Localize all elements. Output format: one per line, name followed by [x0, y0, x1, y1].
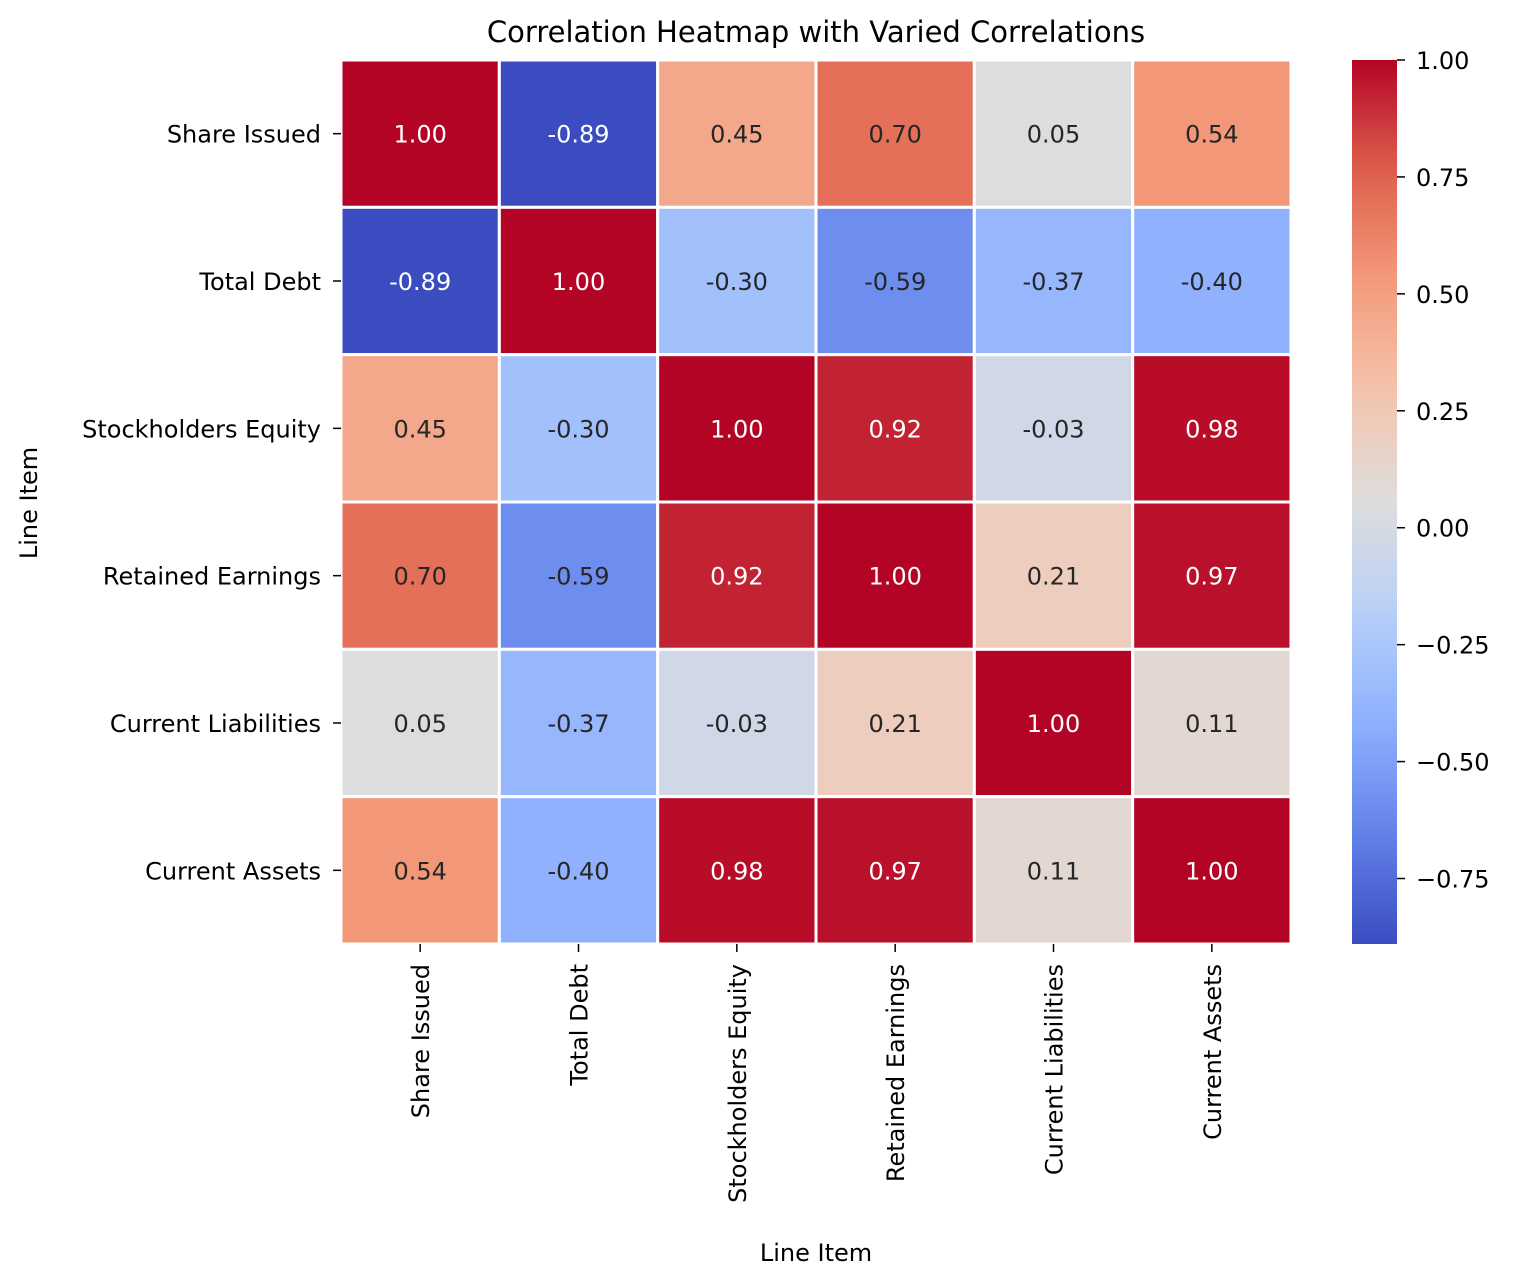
y-tick-label: Total Debt — [198, 268, 321, 296]
heatmap-cell — [814, 500, 976, 651]
cell-value-label: 1.00 — [552, 268, 605, 296]
cell-value-label: 0.97 — [868, 857, 921, 885]
y-tick-label: Current Liabilities — [110, 710, 321, 738]
cell-value-label: 0.11 — [1185, 710, 1238, 738]
cell-value-label: 0.92 — [868, 415, 921, 443]
chart-title: Correlation Heatmap with Varied Correlat… — [487, 15, 1145, 49]
cell-value-label: -0.03 — [1022, 415, 1084, 443]
cell-value-label: 1.00 — [1027, 710, 1080, 738]
x-tick-label: Current Liabilities — [1041, 964, 1069, 1175]
cell-value-label: -0.03 — [706, 710, 768, 738]
colorbar: 1.00 0.75 0.50 0.25 0.00 −0.25 −0.50 −0.75 — [1352, 47, 1490, 944]
heatmap-cell — [814, 647, 976, 799]
cell-value-label: -0.40 — [547, 857, 609, 885]
cell-value-label: 0.70 — [868, 121, 921, 149]
heatmap-cell — [1131, 500, 1293, 651]
y-tick-label: Share Issued — [167, 121, 321, 149]
y-axis: Share Issued Total Debt Stockholders Equit… — [82, 121, 341, 885]
y-tick-label: Stockholders Equity — [82, 415, 321, 443]
y-tick-label: Retained Earnings — [103, 563, 321, 591]
cell-value-label: 0.98 — [710, 857, 763, 885]
cell-value-label: -0.37 — [547, 710, 609, 738]
heatmap-cell — [972, 353, 1135, 504]
cell-value-label: 0.70 — [393, 563, 446, 591]
heatmap-cell — [497, 500, 660, 651]
heatmap-cell — [1131, 205, 1293, 357]
cell-value-label: 0.21 — [868, 710, 921, 738]
colorbar-tick-label: −0.50 — [1416, 749, 1490, 777]
cell-value-label: 0.45 — [710, 121, 763, 149]
heatmap-cell — [1131, 58, 1293, 209]
heatmap-cell — [814, 205, 976, 357]
heatmap-cell — [656, 647, 818, 799]
x-tick-label: Current Assets — [1199, 964, 1227, 1140]
heatmap-cell — [339, 795, 501, 946]
colorbar-gradient — [1352, 60, 1397, 944]
cell-value-label: 0.21 — [1027, 563, 1080, 591]
heatmap-cell — [497, 205, 660, 357]
colorbar-tick-label: 0.50 — [1416, 281, 1469, 309]
cell-value-label: -0.37 — [1022, 268, 1084, 296]
heatmap-cells: 1.00 -0.89 0.45 0.70 0.05 0.54 -0.89 1.00 -0.30 -… — [339, 58, 1293, 946]
x-tick-label: Retained Earnings — [882, 964, 910, 1182]
cell-value-label: -0.59 — [547, 563, 609, 591]
heatmap-cell — [1131, 647, 1293, 799]
cell-value-label: -0.59 — [864, 268, 926, 296]
cell-value-label: 0.92 — [710, 563, 763, 591]
y-axis-label: Line Item — [15, 447, 43, 559]
colorbar-tick-label: 1.00 — [1416, 47, 1469, 75]
cell-value-label: -0.89 — [389, 268, 451, 296]
cell-value-label: 1.00 — [710, 415, 763, 443]
x-tick-label: Share Issued — [407, 964, 435, 1118]
heatmap-cell — [814, 353, 976, 504]
heatmap-cell — [497, 58, 660, 209]
cell-value-label: 0.54 — [1185, 121, 1238, 149]
cell-value-label: 0.98 — [1185, 415, 1238, 443]
cell-value-label: 1.00 — [393, 121, 446, 149]
colorbar-tick-label: 0.75 — [1416, 164, 1469, 192]
colorbar-tick-label: 0.00 — [1416, 515, 1469, 543]
colorbar-tick-label: −0.75 — [1416, 866, 1490, 894]
cell-value-label: 1.00 — [1185, 857, 1238, 885]
heatmap-cell — [339, 58, 501, 209]
cell-value-label: 0.05 — [393, 710, 446, 738]
cell-value-label: -0.89 — [547, 121, 609, 149]
heatmap-cell — [1131, 353, 1293, 504]
heatmap-cell — [972, 500, 1135, 651]
x-axis-label: Line Item — [760, 1239, 872, 1267]
x-tick-label: Stockholders Equity — [724, 964, 752, 1203]
cell-value-label: 0.11 — [1027, 857, 1080, 885]
x-tick-label: Total Debt — [566, 964, 594, 1087]
cell-value-label: -0.30 — [706, 268, 768, 296]
colorbar-tick-label: −0.25 — [1416, 632, 1490, 660]
heatmap-cell — [497, 353, 660, 504]
heatmap-cell — [1131, 795, 1293, 946]
cell-value-label: 0.45 — [393, 415, 446, 443]
heatmap-cell — [339, 500, 501, 651]
colorbar-tick-label: 0.25 — [1416, 398, 1469, 426]
heatmap-cell — [656, 58, 818, 209]
heatmap-cell — [972, 647, 1135, 799]
y-tick-label: Current Assets — [145, 857, 321, 885]
cell-value-label: 0.54 — [393, 857, 446, 885]
cell-value-label: -0.40 — [1181, 268, 1243, 296]
heatmap-cell — [656, 500, 818, 651]
x-axis: Share Issued Total Debt Stockholders Equit… — [407, 944, 1227, 1203]
cell-value-label: -0.30 — [547, 415, 609, 443]
cell-value-label: 0.05 — [1027, 121, 1080, 149]
cell-value-label: 0.97 — [1185, 563, 1238, 591]
cell-value-label: 1.00 — [868, 563, 921, 591]
